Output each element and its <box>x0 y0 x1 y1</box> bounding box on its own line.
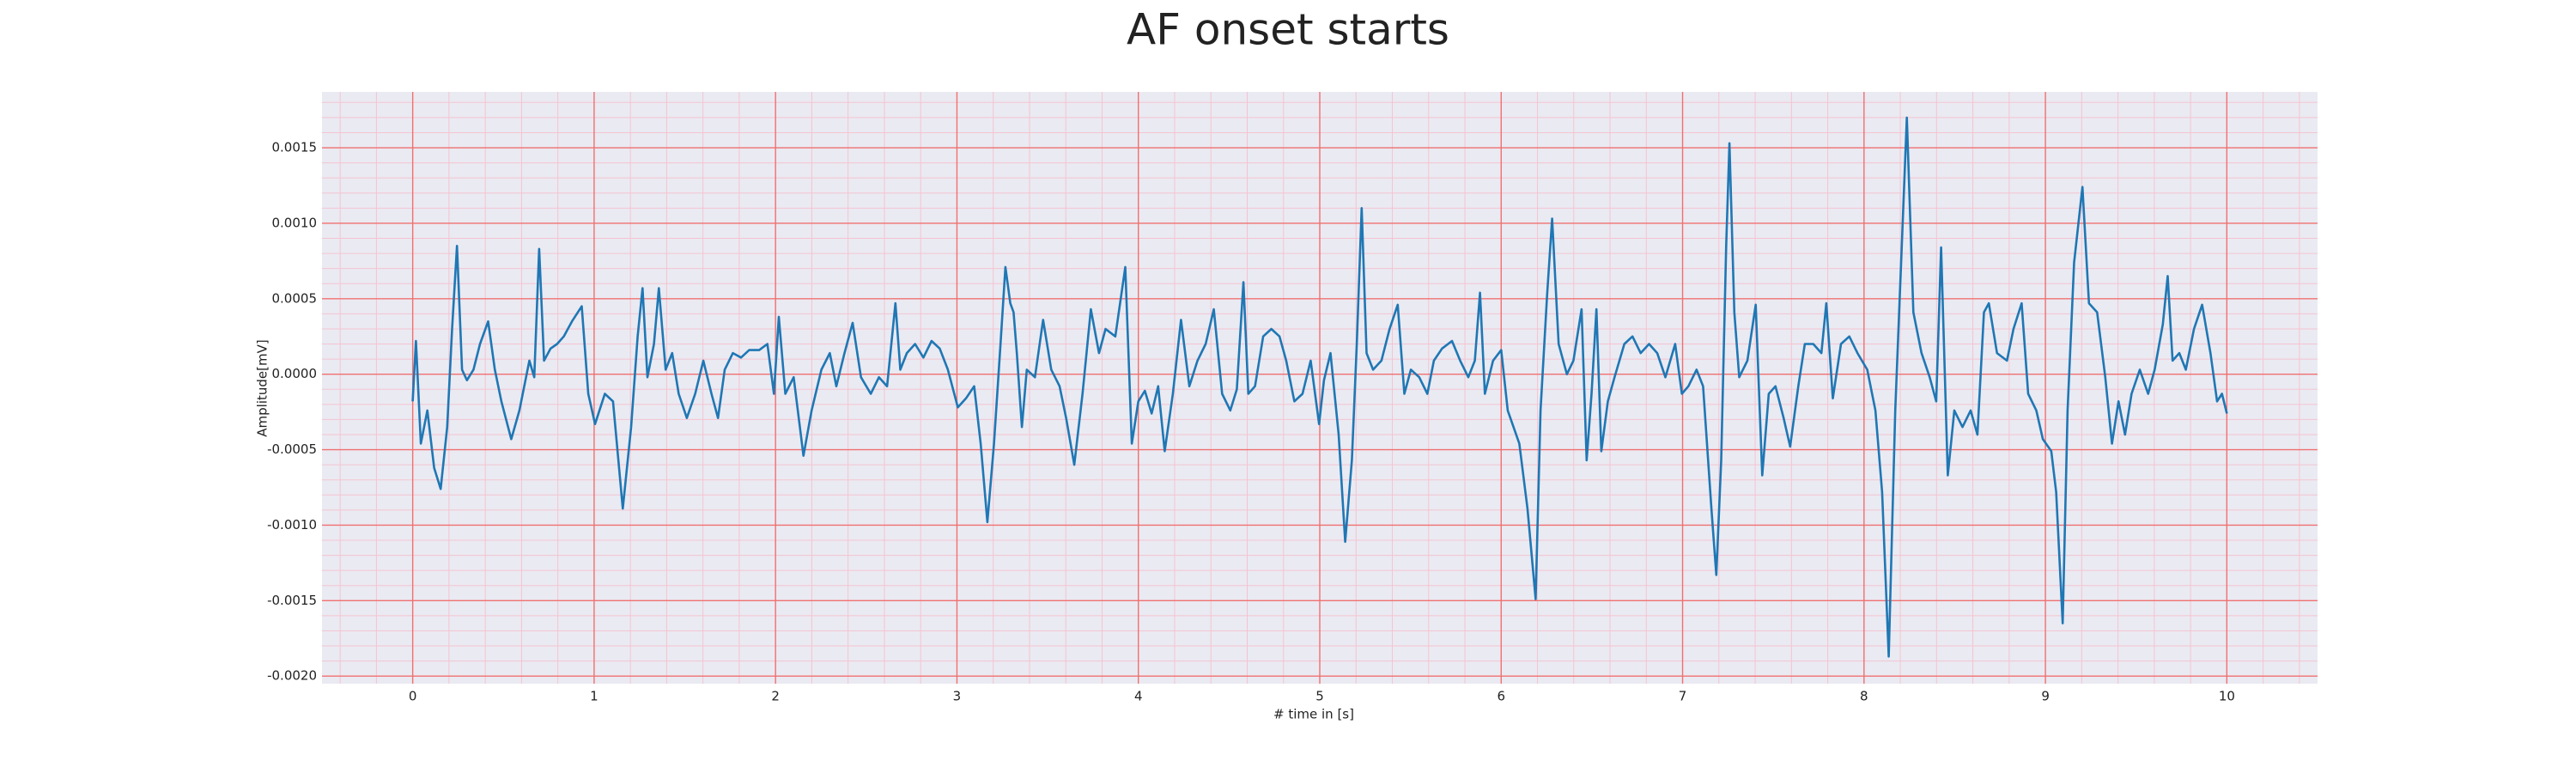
chart-title: AF onset starts <box>1127 5 1449 55</box>
y-axis-label: Amplitude[mV] <box>255 339 270 436</box>
y-tick-label: -0.0005 <box>267 441 317 457</box>
y-tick-label: 0.0000 <box>272 366 318 381</box>
x-tick-label: 8 <box>1860 689 1868 704</box>
y-tick-label: 0.0010 <box>272 215 318 230</box>
signal-line <box>411 116 2228 658</box>
x-tick-label: 6 <box>1497 689 1505 704</box>
x-tick-label: 2 <box>771 689 780 704</box>
x-tick-label: 3 <box>953 689 962 704</box>
y-tick-label: -0.0020 <box>267 668 317 684</box>
x-tick-label: 0 <box>409 689 417 704</box>
y-tick-label: -0.0010 <box>267 517 317 533</box>
x-tick-label: 4 <box>1134 689 1143 704</box>
x-tick-label: 7 <box>1679 689 1687 704</box>
x-tick-label: 1 <box>590 689 598 704</box>
y-tick-label: 0.0015 <box>272 140 318 155</box>
x-axis-label: # time in [s] <box>1273 707 1354 722</box>
y-tick-label: 0.0005 <box>272 290 318 306</box>
x-tick-label: 5 <box>1315 689 1324 704</box>
x-tick-label: 9 <box>2041 689 2050 704</box>
y-tick-label: -0.0015 <box>267 593 317 608</box>
x-tick-label: 10 <box>2219 689 2235 704</box>
